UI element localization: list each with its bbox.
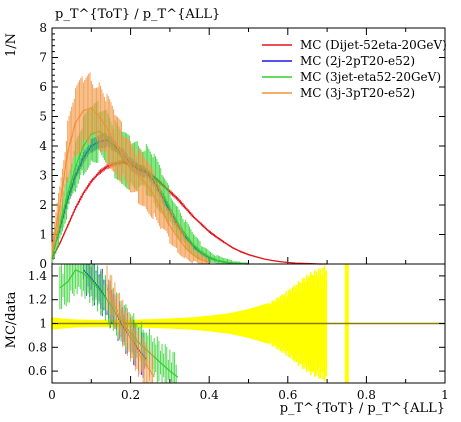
- main-ytick-label: 3: [39, 169, 47, 183]
- series-0-line: [51, 161, 328, 265]
- legend-label-0: MC (Dijet-52eta-20GeV): [300, 38, 447, 52]
- series-3: [51, 72, 210, 264]
- legend-label-2: MC (3jet-eta52-20GeV): [300, 70, 441, 84]
- series-3-line: [51, 106, 210, 264]
- ratio-ytick-label: 1.4: [28, 269, 47, 283]
- ratio-series-2: [106, 265, 155, 383]
- main-ytick-label: 1: [39, 228, 47, 242]
- ratio-ytick-label: 0.8: [28, 340, 47, 354]
- main-ytick-label: 4: [39, 139, 47, 153]
- ratio-xtick-label: 0: [48, 388, 56, 402]
- ratio-panel: 0.6 0.8 1 1.2 1.4 0 0.2 0.4 0.6 0.8 1: [28, 263, 449, 402]
- main-ytick-label: 2: [39, 198, 47, 212]
- legend: MC (Dijet-52eta-20GeV) MC (2j-2pT20-e52) M…: [262, 38, 447, 100]
- ratio-xlabel: p_T^{ToT} / p_T^{ALL}: [280, 401, 445, 416]
- ratio-ytick-label: 1: [39, 317, 47, 331]
- ratio-series-2-line: [106, 287, 155, 378]
- main-ylabel: 1/N: [4, 33, 19, 57]
- legend-label-1: MC (2j-2pT20-e52): [300, 54, 415, 68]
- ratio-xtick-label: 0.2: [121, 388, 140, 402]
- ratio-xtick-label: 0.4: [200, 388, 219, 402]
- ratio-xtick-label: 0.6: [278, 388, 297, 402]
- main-top-xlabel: p_T^{ToT} / p_T^{ALL}: [55, 7, 220, 22]
- ratio-series-1-line: [59, 269, 179, 378]
- main-ytick-label: 6: [39, 80, 47, 94]
- legend-label-3: MC (3j-3pT20-e52): [300, 86, 415, 100]
- main-ytick-label: 8: [39, 21, 47, 35]
- main-ytick-label: 0: [39, 257, 47, 271]
- ratio-xtick-label: 1: [441, 388, 449, 402]
- ratio-ytick-label: 0.6: [28, 364, 47, 378]
- ratio-ylabel: MC/data: [4, 291, 19, 348]
- ratio-xtick-label: 0.8: [357, 388, 376, 402]
- ratio-ytick-label: 1.2: [28, 293, 47, 307]
- main-ytick-label: 5: [39, 110, 47, 124]
- main-ytick-label: 7: [39, 51, 47, 65]
